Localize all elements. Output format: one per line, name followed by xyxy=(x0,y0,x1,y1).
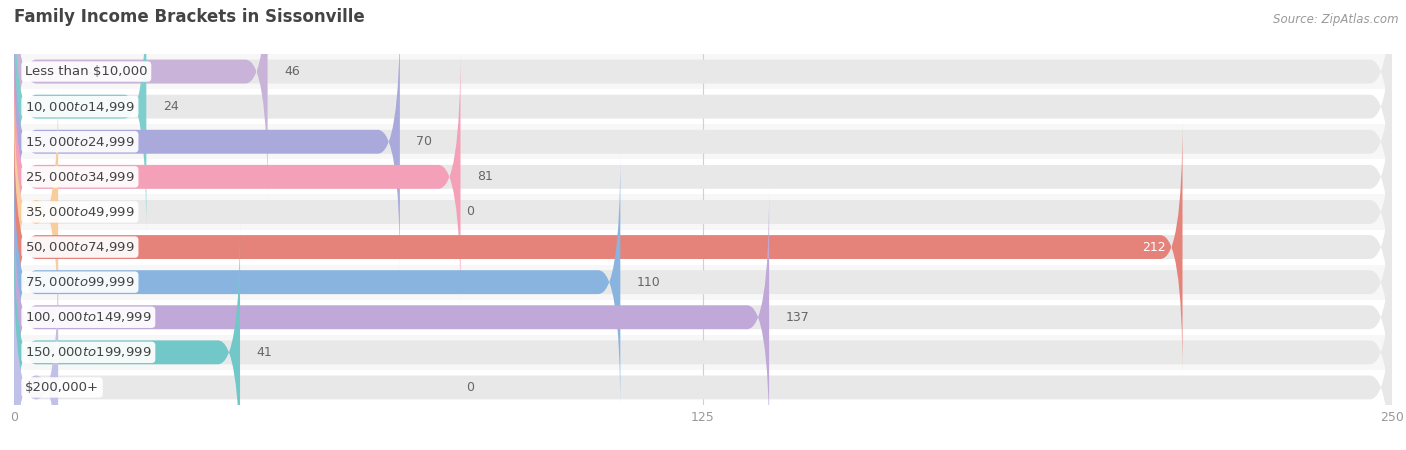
Bar xyxy=(14,124,1392,159)
Text: 81: 81 xyxy=(477,171,494,183)
Text: $35,000 to $49,999: $35,000 to $49,999 xyxy=(25,205,135,219)
FancyBboxPatch shape xyxy=(14,0,146,235)
FancyBboxPatch shape xyxy=(14,224,240,450)
Text: 0: 0 xyxy=(465,206,474,218)
Text: $25,000 to $34,999: $25,000 to $34,999 xyxy=(25,170,135,184)
Text: $150,000 to $199,999: $150,000 to $199,999 xyxy=(25,345,152,360)
Bar xyxy=(14,54,1392,89)
Text: Less than $10,000: Less than $10,000 xyxy=(25,65,148,78)
Bar xyxy=(14,265,1392,300)
Bar xyxy=(14,230,1392,265)
Text: $10,000 to $14,999: $10,000 to $14,999 xyxy=(25,99,135,114)
FancyBboxPatch shape xyxy=(14,0,1392,200)
Text: $75,000 to $99,999: $75,000 to $99,999 xyxy=(25,275,135,289)
Text: $15,000 to $24,999: $15,000 to $24,999 xyxy=(25,135,135,149)
FancyBboxPatch shape xyxy=(14,0,267,200)
Text: 0: 0 xyxy=(465,381,474,394)
Bar xyxy=(14,335,1392,370)
FancyBboxPatch shape xyxy=(14,189,1392,446)
FancyBboxPatch shape xyxy=(14,154,1392,410)
Text: 110: 110 xyxy=(637,276,661,288)
FancyBboxPatch shape xyxy=(14,0,1392,235)
FancyBboxPatch shape xyxy=(14,189,769,446)
FancyBboxPatch shape xyxy=(14,259,1392,450)
Bar xyxy=(14,300,1392,335)
Bar xyxy=(14,159,1392,194)
Text: Source: ZipAtlas.com: Source: ZipAtlas.com xyxy=(1274,14,1399,27)
Text: $200,000+: $200,000+ xyxy=(25,381,98,394)
Text: 24: 24 xyxy=(163,100,179,113)
FancyBboxPatch shape xyxy=(14,154,620,410)
Text: Family Income Brackets in Sissonville: Family Income Brackets in Sissonville xyxy=(14,8,364,26)
Bar xyxy=(14,194,1392,230)
Bar xyxy=(14,89,1392,124)
Text: 70: 70 xyxy=(416,135,433,148)
Text: 41: 41 xyxy=(256,346,273,359)
Text: 46: 46 xyxy=(284,65,299,78)
Text: 212: 212 xyxy=(1142,241,1166,253)
Text: $100,000 to $149,999: $100,000 to $149,999 xyxy=(25,310,152,324)
Text: 137: 137 xyxy=(786,311,810,324)
FancyBboxPatch shape xyxy=(14,49,461,305)
FancyBboxPatch shape xyxy=(14,84,58,340)
FancyBboxPatch shape xyxy=(14,84,1392,340)
Text: $50,000 to $74,999: $50,000 to $74,999 xyxy=(25,240,135,254)
FancyBboxPatch shape xyxy=(14,224,1392,450)
FancyBboxPatch shape xyxy=(14,14,1392,270)
FancyBboxPatch shape xyxy=(14,119,1182,375)
Bar xyxy=(14,370,1392,405)
FancyBboxPatch shape xyxy=(14,14,399,270)
FancyBboxPatch shape xyxy=(14,49,1392,305)
FancyBboxPatch shape xyxy=(14,259,58,450)
FancyBboxPatch shape xyxy=(14,119,1392,375)
